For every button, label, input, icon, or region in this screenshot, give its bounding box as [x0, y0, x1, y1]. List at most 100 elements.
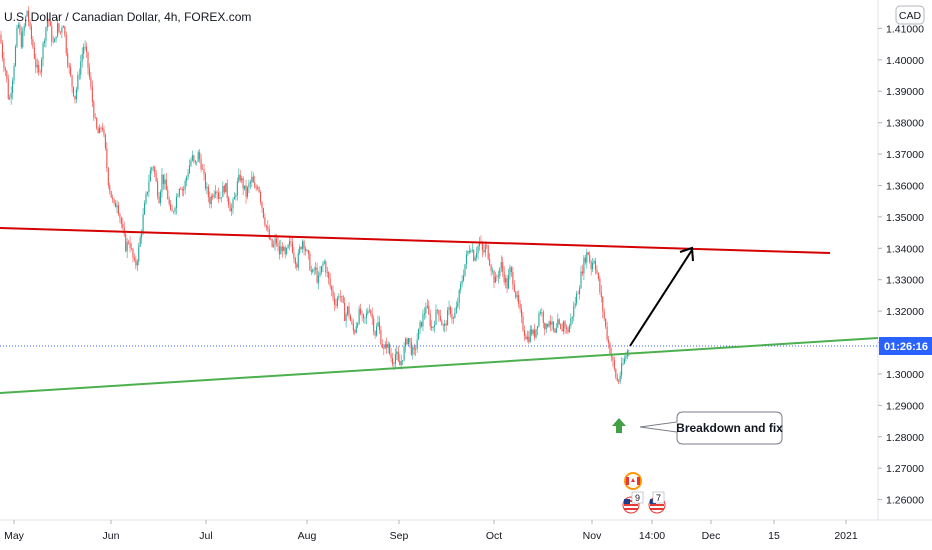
candle-body: [476, 253, 478, 258]
candle-body: [165, 179, 167, 191]
candle-body: [493, 270, 495, 283]
candle-body: [565, 327, 568, 329]
candle-body: [593, 261, 595, 264]
candle-body: [286, 247, 288, 254]
candle-body: [428, 305, 430, 314]
candle-body: [563, 321, 565, 332]
candle-body: [251, 176, 253, 182]
candle-body: [441, 320, 443, 326]
currency-button[interactable]: CAD: [895, 5, 925, 25]
candle-body: [312, 269, 314, 273]
candle-body: [303, 241, 305, 249]
candle-body: [552, 321, 554, 330]
candle-body: [322, 263, 324, 267]
price-tick-label: 1.35000: [886, 212, 924, 224]
candle-body: [561, 329, 563, 332]
candle-body: [535, 328, 537, 338]
candle-body: [328, 272, 330, 279]
candle-body: [154, 167, 156, 174]
candle-body: [341, 296, 343, 297]
candle-body: [217, 192, 220, 199]
candle-body: [219, 197, 221, 199]
candle-body: [339, 296, 341, 298]
candle-body: [507, 275, 510, 289]
candle-body: [384, 343, 386, 349]
resistance-trendline[interactable]: [0, 227, 831, 254]
candle-body: [106, 148, 108, 169]
candle-body: [71, 75, 73, 87]
price-axis-panel[interactable]: [878, 0, 932, 550]
candle-body: [448, 307, 450, 311]
candle-body: [14, 46, 17, 66]
candle-body: [597, 273, 599, 279]
candle-body: [273, 244, 275, 247]
candle-body: [528, 336, 530, 343]
candle-body: [390, 353, 392, 359]
candle-body: [541, 312, 543, 313]
candle-body: [42, 43, 44, 60]
candle-body: [270, 238, 272, 240]
candle-body: [605, 318, 607, 327]
candle-body: [622, 363, 624, 364]
candle-body: [554, 329, 556, 333]
candle-body: [510, 267, 512, 272]
candle-body: [497, 275, 499, 278]
candle-body: [145, 193, 147, 204]
candle-body: [418, 328, 420, 340]
candle-body: [413, 347, 415, 350]
candle-body: [129, 242, 131, 249]
candle-body: [46, 19, 48, 28]
candle-body: [168, 199, 170, 205]
projection-arrow[interactable]: [629, 246, 694, 347]
candle-body: [487, 245, 489, 260]
candle-body: [277, 243, 279, 247]
candle-body: [531, 329, 533, 335]
event-markers[interactable]: 9 7: [622, 472, 666, 514]
candle-body: [412, 347, 414, 355]
candle-body: [13, 65, 15, 81]
candle-body: [444, 323, 446, 326]
candle-body: [278, 246, 280, 255]
candle-body: [357, 323, 359, 327]
candle-body: [181, 189, 183, 191]
callout-bubble[interactable]: Breakdown and fix: [639, 411, 783, 445]
price-tick-label: 1.28000: [886, 432, 924, 444]
candle-body: [55, 36, 57, 39]
candle-body: [126, 242, 128, 252]
candle-body: [602, 296, 604, 312]
candle-body: [104, 134, 106, 149]
price-tick-label: 1.40000: [886, 55, 924, 67]
candle-body: [62, 26, 64, 28]
event-count-left: 9: [635, 493, 640, 503]
price-tick-label: 1.36000: [886, 180, 924, 192]
candle-body: [378, 322, 380, 330]
candle-body: [516, 295, 518, 298]
time-tick-label: Oct: [486, 530, 502, 542]
candle-body: [122, 224, 124, 228]
candle-body: [213, 193, 215, 198]
candle-body: [236, 181, 238, 196]
support-trendline[interactable]: [0, 337, 879, 394]
candle-body: [119, 213, 121, 219]
candle-body: [101, 127, 104, 130]
candle-body: [116, 205, 118, 208]
candle-body: [361, 313, 363, 315]
candle-body: [199, 152, 201, 160]
candle-body: [360, 308, 362, 314]
candle-body: [625, 355, 627, 359]
candle-body: [551, 321, 553, 325]
candle-body: [19, 24, 21, 33]
candle-body: [573, 305, 575, 317]
candle-body: [460, 283, 462, 290]
candle-body: [203, 169, 205, 175]
candle-body: [146, 191, 148, 194]
candle-body: [67, 53, 69, 66]
candle-body: [84, 46, 86, 48]
price-tick-label: 1.34000: [886, 243, 924, 255]
candle-body: [52, 41, 54, 43]
candle-body: [492, 270, 494, 272]
candle-body: [522, 316, 524, 331]
candle-body: [599, 278, 601, 292]
candle-body: [267, 226, 269, 230]
